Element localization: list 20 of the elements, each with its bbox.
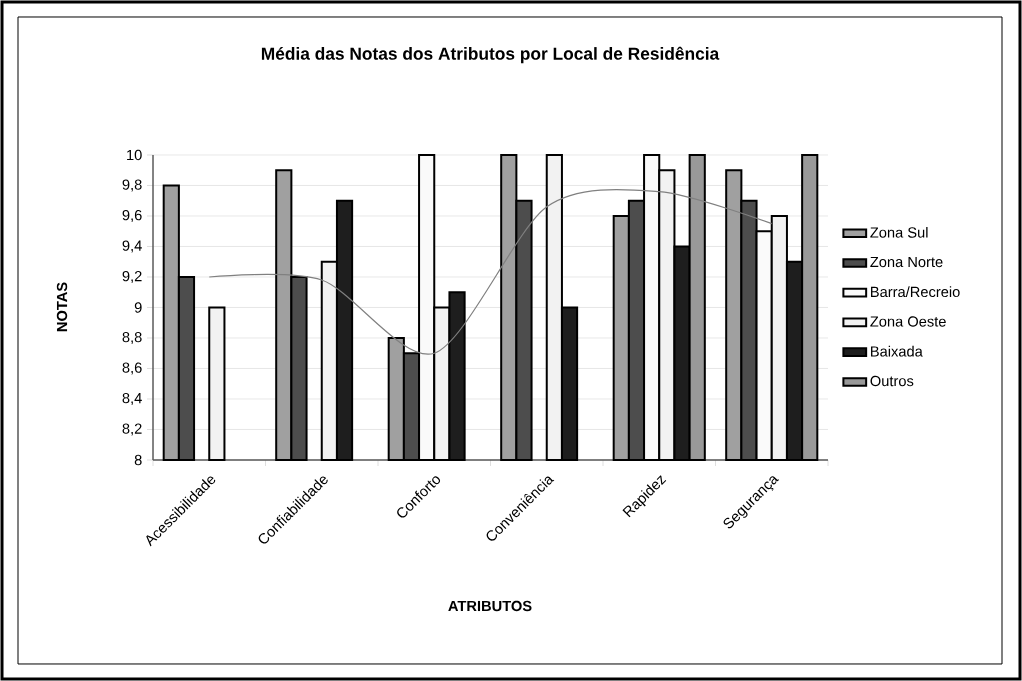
y-tick-label: 8,4 bbox=[122, 392, 142, 406]
y-tick-label: 10 bbox=[127, 149, 142, 161]
legend-label: Barra/Recreio bbox=[871, 286, 960, 298]
y-tick-label: 9 bbox=[134, 302, 142, 313]
y-tick-label: 8,8 bbox=[122, 331, 142, 345]
y-tick-label: 9,8 bbox=[122, 179, 142, 192]
y-axis-title: NOTAS bbox=[56, 282, 68, 332]
y-tick-label: 9,6 bbox=[122, 209, 142, 223]
legend-label: Outros bbox=[870, 375, 914, 387]
y-tick-label: 8,6 bbox=[122, 362, 142, 375]
legend-label: Zona Sul bbox=[870, 226, 928, 238]
y-tick-label: 8,2 bbox=[122, 423, 142, 436]
legend-label: Zona Oeste bbox=[870, 316, 946, 327]
legend-label: Zona Norte bbox=[870, 256, 943, 268]
y-tick-label: 9,4 bbox=[122, 240, 142, 253]
y-tick-label: 8 bbox=[134, 454, 142, 466]
y-tick-label: 9,2 bbox=[122, 270, 142, 284]
chart-title: Média das Notas dos Atributos por Local de Residência bbox=[261, 46, 720, 64]
x-axis-title: ATRIBUTOS bbox=[448, 600, 532, 612]
legend-label: Baixada bbox=[871, 345, 923, 357]
